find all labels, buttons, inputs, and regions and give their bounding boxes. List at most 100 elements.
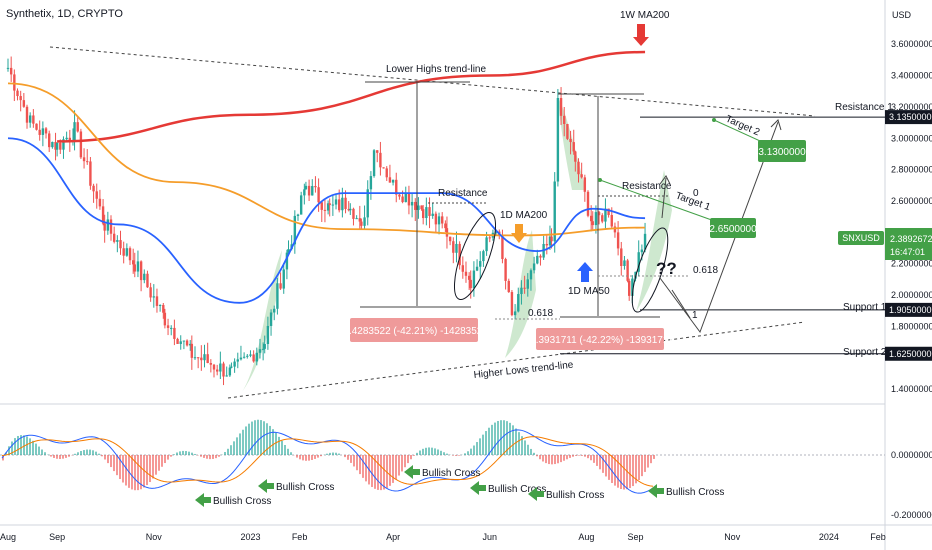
macd-hist-bar	[407, 455, 409, 464]
macd-hist-bar	[311, 455, 313, 460]
macd-hist-bar	[515, 428, 517, 455]
level-price-tags: 3.1350000 1.9050000 1.6250000	[885, 110, 932, 361]
candle-body	[163, 312, 167, 326]
price-tick-8: 1.8000000	[891, 321, 932, 331]
macd-hist-bar	[644, 455, 646, 472]
macd-hist-bar	[104, 455, 106, 460]
macd-hist-bar	[623, 455, 625, 490]
macd-hist-bar	[566, 455, 568, 460]
ma-series-2	[7, 137, 646, 304]
macd-hist-bar	[446, 453, 448, 455]
candle-body	[398, 194, 401, 197]
question-arrows	[661, 177, 667, 219]
candle-body	[242, 356, 246, 358]
macd-hist-bar	[638, 455, 640, 480]
macd-hist-bar	[602, 455, 604, 473]
candle-body	[233, 361, 236, 367]
candle-body	[444, 223, 447, 229]
candle-body	[421, 209, 425, 219]
macd-hist-bar	[305, 455, 307, 461]
candle-body	[206, 354, 209, 363]
candle-body	[200, 357, 203, 361]
target-1-dot	[598, 178, 602, 182]
time-tick-1: Sep	[49, 532, 65, 542]
candle-body	[296, 214, 300, 216]
oscillator-axis-ticks: 0.0000000 -0.2000000	[891, 450, 932, 520]
candle-body	[604, 208, 607, 222]
candle-body	[179, 341, 182, 344]
macd-line	[1, 429, 654, 494]
macd-hist-bar	[473, 445, 475, 455]
candle-body	[523, 287, 526, 289]
candle-body	[209, 362, 213, 365]
macd-hist-bar	[284, 444, 286, 455]
moving-averages	[7, 50, 646, 304]
candle-body	[385, 168, 388, 178]
candle-body	[146, 273, 149, 288]
candle-body	[98, 198, 102, 207]
question-marks: ??	[656, 259, 677, 278]
projection-path	[659, 121, 779, 334]
candle-body	[68, 137, 72, 141]
macd-hist-bar	[569, 455, 571, 458]
candle-body	[328, 203, 331, 206]
macd-hist-bar	[2, 455, 4, 461]
level-tag-2: 1.6250000	[889, 349, 932, 359]
bullish-cross-label: Bullish Cross	[546, 490, 604, 501]
macd-hist-bar	[302, 455, 304, 461]
candle-body	[455, 243, 458, 253]
macd-hist-bar	[422, 448, 424, 455]
macd-hist-bar	[56, 455, 58, 459]
candle-body	[479, 261, 482, 267]
svg-text:2.6500000: 2.6500000	[709, 224, 757, 235]
macd-hist-bar	[476, 442, 478, 455]
candle-body	[563, 115, 566, 124]
price-tick-0: 3.6000000	[891, 39, 932, 49]
macd-hist-bar	[629, 455, 631, 489]
macd-hist-bar	[443, 452, 445, 455]
ma50-1d-arrow-icon	[577, 262, 593, 282]
highlight-ellipse-1	[453, 212, 497, 300]
macd-hist-bar	[170, 455, 172, 457]
candle-body	[574, 151, 577, 162]
macd-hist-bar	[485, 431, 487, 455]
candle-body	[586, 191, 590, 216]
candle-body	[458, 243, 461, 266]
time-tick-0: Aug	[0, 532, 16, 542]
resistance-1-label: Resistance 1	[835, 102, 893, 113]
candle-body	[601, 215, 604, 222]
candle-body	[239, 357, 243, 360]
candle-body	[261, 348, 265, 350]
macd-hist-bar	[452, 455, 454, 456]
macd-hist-bar	[176, 452, 178, 455]
candle-body	[307, 185, 311, 196]
macd-hist-bar	[59, 455, 61, 460]
macd-hist-bar	[419, 450, 421, 455]
candle-body	[577, 161, 580, 175]
projection-arrow-head	[770, 119, 782, 131]
currency-label: USD	[892, 10, 912, 20]
candle-body	[128, 248, 132, 261]
lower-highs-label: Lower Highs trend-line	[386, 64, 486, 75]
candle-body	[19, 96, 22, 101]
candle-body	[631, 278, 634, 296]
resistance-left-label: Resistance	[438, 188, 488, 199]
macd-hist-bar	[548, 455, 550, 465]
macd-hist-bar	[149, 455, 151, 483]
macd-hist-bar	[392, 455, 394, 483]
macd-hist-bar	[326, 453, 328, 455]
macd-hist-bar	[278, 436, 280, 455]
macd-hist-bar	[350, 455, 352, 463]
macd-hist-bar	[263, 421, 265, 455]
macd-hist-bar	[167, 455, 169, 460]
macd-hist-bar	[635, 455, 637, 484]
macd-hist-bar	[632, 455, 634, 487]
time-axis-ticks: Aug Sep Nov 2023 Feb Apr Jun Aug Sep Nov 2024 Feb	[0, 532, 886, 542]
macd-hist-bar	[611, 455, 613, 483]
candle-body	[173, 327, 176, 339]
candle-body	[32, 115, 35, 124]
candle-body	[79, 131, 83, 158]
macd-hist-bar	[377, 455, 379, 490]
macd-hist-bar	[512, 425, 514, 455]
macd-hist-bar	[437, 449, 439, 455]
